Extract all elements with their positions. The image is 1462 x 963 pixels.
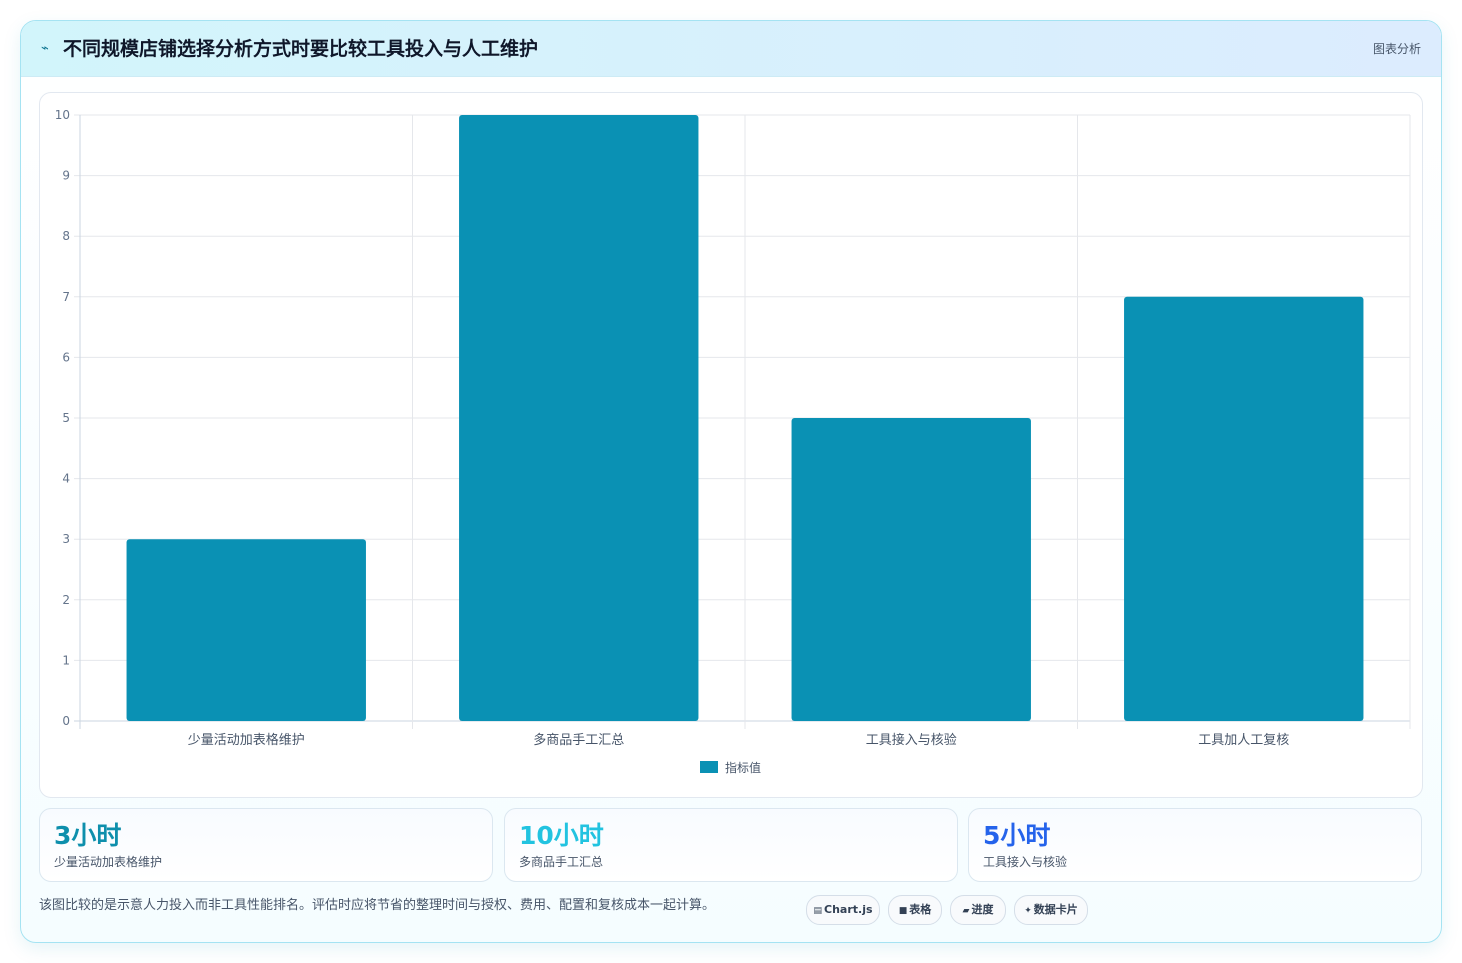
y-tick-label: 1: [62, 653, 70, 667]
stat-card: 10小时 多商品手工汇总: [504, 808, 958, 882]
y-tick-label: 10: [55, 108, 70, 122]
bar: [126, 539, 366, 721]
stat-value: 5小时: [983, 821, 1051, 850]
y-tick-label: 6: [62, 350, 70, 364]
legend-swatch: [700, 761, 718, 773]
stat-value: 3小时: [54, 821, 122, 850]
stat-label: 少量活动加表格维护: [54, 855, 163, 869]
card-header: ⌁ 不同规模店铺选择分析方式时要比较工具投入与人工维护 图表分析: [21, 21, 1441, 77]
bar: [791, 418, 1031, 721]
x-tick-label: 工具接入与核验: [866, 732, 957, 748]
y-tick-label: 9: [62, 169, 70, 183]
progress-icon: ▰: [962, 906, 970, 916]
y-tick-label: 7: [62, 290, 70, 304]
legend-label: 指标值: [725, 760, 761, 775]
pill-data-cards[interactable]: ✦ 数据卡片: [1014, 895, 1088, 925]
header-tag: 图表分析: [1372, 42, 1421, 56]
page-title: 不同规模店铺选择分析方式时要比较工具投入与人工维护: [63, 38, 539, 60]
stat-value: 10小时: [519, 821, 604, 850]
y-tick-label: 0: [62, 714, 70, 728]
stat-label: 多商品手工汇总: [519, 855, 604, 869]
y-tick-label: 2: [62, 593, 70, 607]
pill-label: 数据卡片: [1033, 903, 1078, 916]
bar: [459, 115, 699, 721]
pill-label: 表格: [909, 903, 932, 916]
pill-chartjs[interactable]: ▤ Chart.js: [806, 895, 880, 925]
chart-area: 0 1 2 3 4 5 6 7 8 9 10 少量活动加表格维护 多商品手工汇总 工具接入与核验 工具加人工…: [39, 92, 1423, 798]
bolt-icon: ⌁: [41, 41, 49, 56]
x-tick-label: 少量活动加表格维护: [188, 732, 305, 748]
x-tick-label: 多商品手工汇总: [533, 732, 624, 748]
pill-label: 进度: [971, 903, 994, 916]
chart-card: ⌁ 不同规模店铺选择分析方式时要比较工具投入与人工维护 图表分析 0 1 2 3 4 5 6…: [20, 20, 1442, 943]
table-icon: ■: [898, 906, 908, 916]
sparkle-icon: ✦: [1024, 906, 1032, 916]
pill-progress[interactable]: ▰ 进度: [950, 895, 1006, 925]
pill-label: Chart.js: [824, 903, 873, 916]
y-tick-label: 5: [62, 411, 70, 425]
y-tick-label: 4: [62, 472, 70, 486]
x-tick-label: 工具加人工复核: [1198, 733, 1289, 748]
stat-label: 工具接入与核验: [983, 855, 1068, 869]
y-tick-label: 8: [62, 229, 70, 243]
bar: [1124, 296, 1364, 721]
pill-table[interactable]: ■ 表格: [888, 895, 942, 925]
stat-card: 5小时 工具接入与核验: [968, 808, 1422, 882]
chart-note: 该图比较的是示意人力投入而非工具性能排名。评估时应将节省的整理时间与授权、费用、…: [39, 898, 716, 913]
bar-chart: 0 1 2 3 4 5 6 7 8 9 10 少量活动加表格维护 多商品手工汇总 工具接入与核验 工具加人工…: [55, 108, 1411, 775]
stat-card: 3小时 少量活动加表格维护: [39, 808, 493, 882]
y-tick-label: 3: [62, 532, 70, 546]
chart-icon: ▤: [813, 906, 822, 916]
